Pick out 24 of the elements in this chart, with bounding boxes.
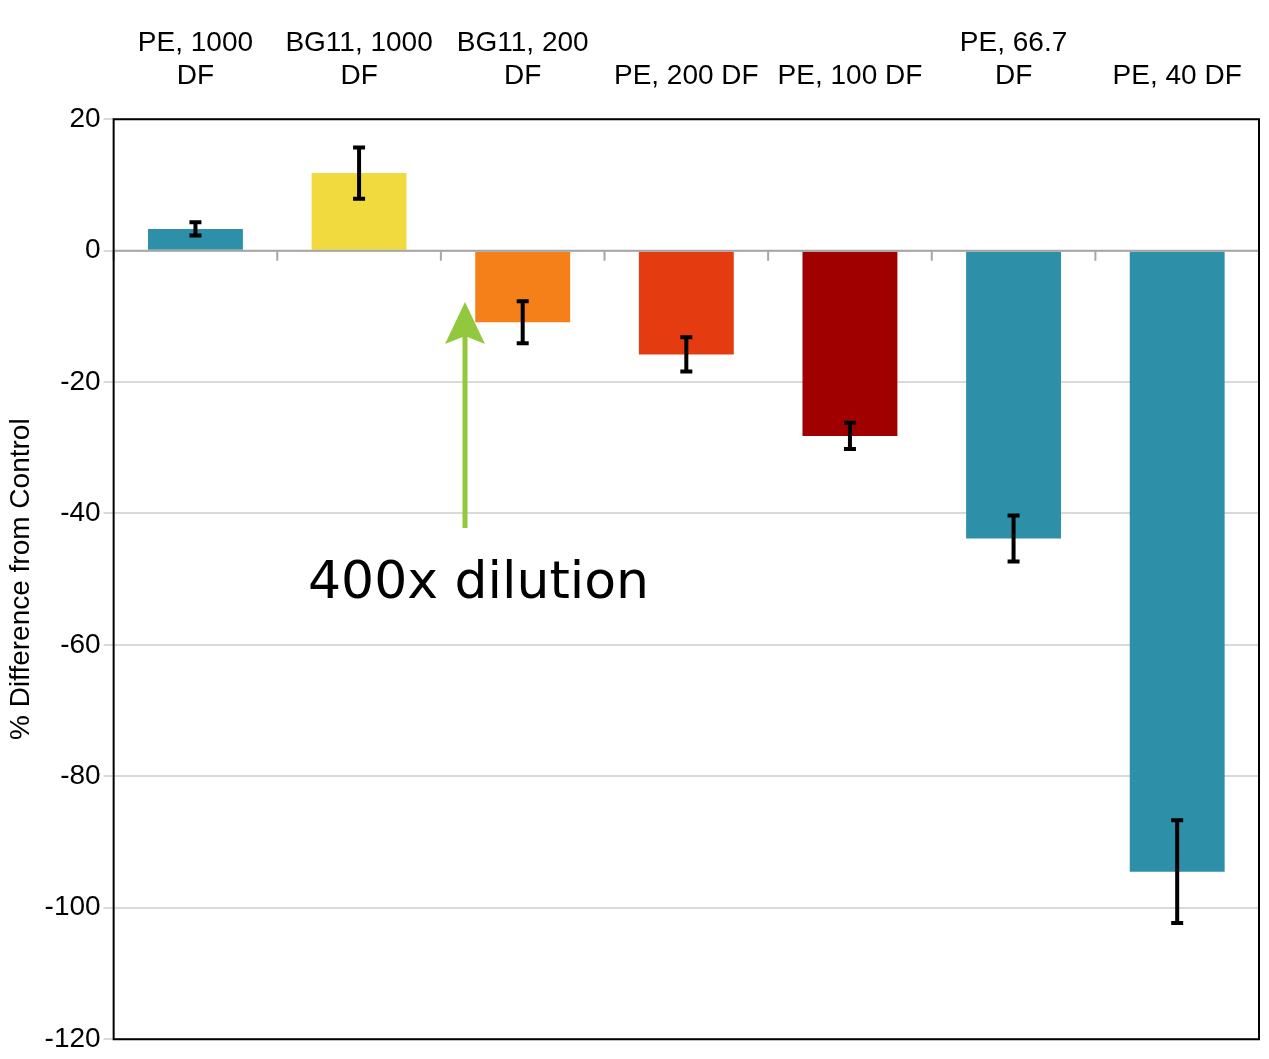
x-tick-label: PE, 40 DF [1112,59,1242,91]
bar [148,228,243,250]
bar [311,173,407,250]
y-axis-title: % Difference from Control [3,418,35,740]
y-tick-label: -100 [44,890,101,922]
bar [802,251,898,436]
x-tick-label: PE, 100 DF [777,59,923,91]
y-tick-label: -80 [60,759,101,791]
y-tick-label: 20 [69,101,101,133]
x-tick-label: PE, 200 DF [613,59,759,91]
y-tick-label: -20 [60,364,101,396]
x-tick-label: PE, 1000 DF [137,25,254,91]
y-tick-label: -40 [60,496,101,528]
x-tick-label: BG11, 1000 DF [285,25,433,91]
x-tick-label: PE, 66.7 DF [959,25,1068,91]
y-tick-label: 0 [85,233,101,265]
x-tick-label: BG11, 200 DF [456,25,589,91]
bar [1129,251,1225,872]
y-tick-label: -60 [60,627,101,659]
bar [475,251,571,323]
annotation: 400x dilution [308,550,650,610]
y-tick-label: -120 [44,1021,101,1053]
bar [966,251,1062,539]
bar [638,251,734,355]
